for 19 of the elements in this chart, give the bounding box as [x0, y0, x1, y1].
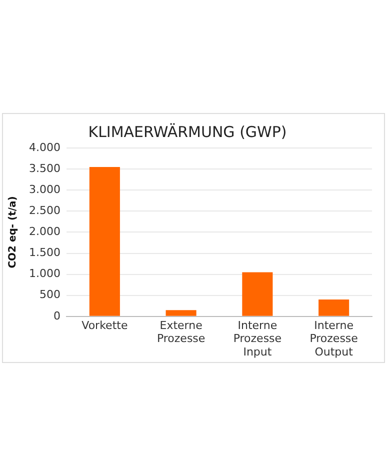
- y-tick-label: 0: [53, 309, 60, 322]
- chart-title: KLIMAERWÄRMUNG (GWP): [88, 122, 287, 141]
- y-tick-label: 1.000: [28, 267, 60, 280]
- x-tick-label: Externe Prozesse: [156, 318, 206, 346]
- x-tick-label: Interne Prozesse Input: [233, 318, 282, 358]
- bar: [89, 166, 120, 316]
- y-tick-label: 3.000: [28, 182, 60, 196]
- y-tick-label: 2.000: [28, 225, 60, 238]
- bar: [242, 272, 273, 316]
- x-tick-label: Interne Prozesse Output: [310, 318, 358, 358]
- y-tick-label: 4.000: [28, 140, 60, 154]
- y-tick-label: 1.500: [28, 246, 60, 260]
- y-tick-label: 2.500: [28, 204, 60, 218]
- y-tick-label: 500: [39, 288, 60, 302]
- y-tick-label: 3.500: [28, 162, 60, 175]
- bar: [166, 310, 196, 316]
- x-tick-label: Vorkette: [82, 318, 128, 332]
- bar: [318, 300, 350, 316]
- y-axis-title: CO2 eq- (t/a): [8, 196, 19, 268]
